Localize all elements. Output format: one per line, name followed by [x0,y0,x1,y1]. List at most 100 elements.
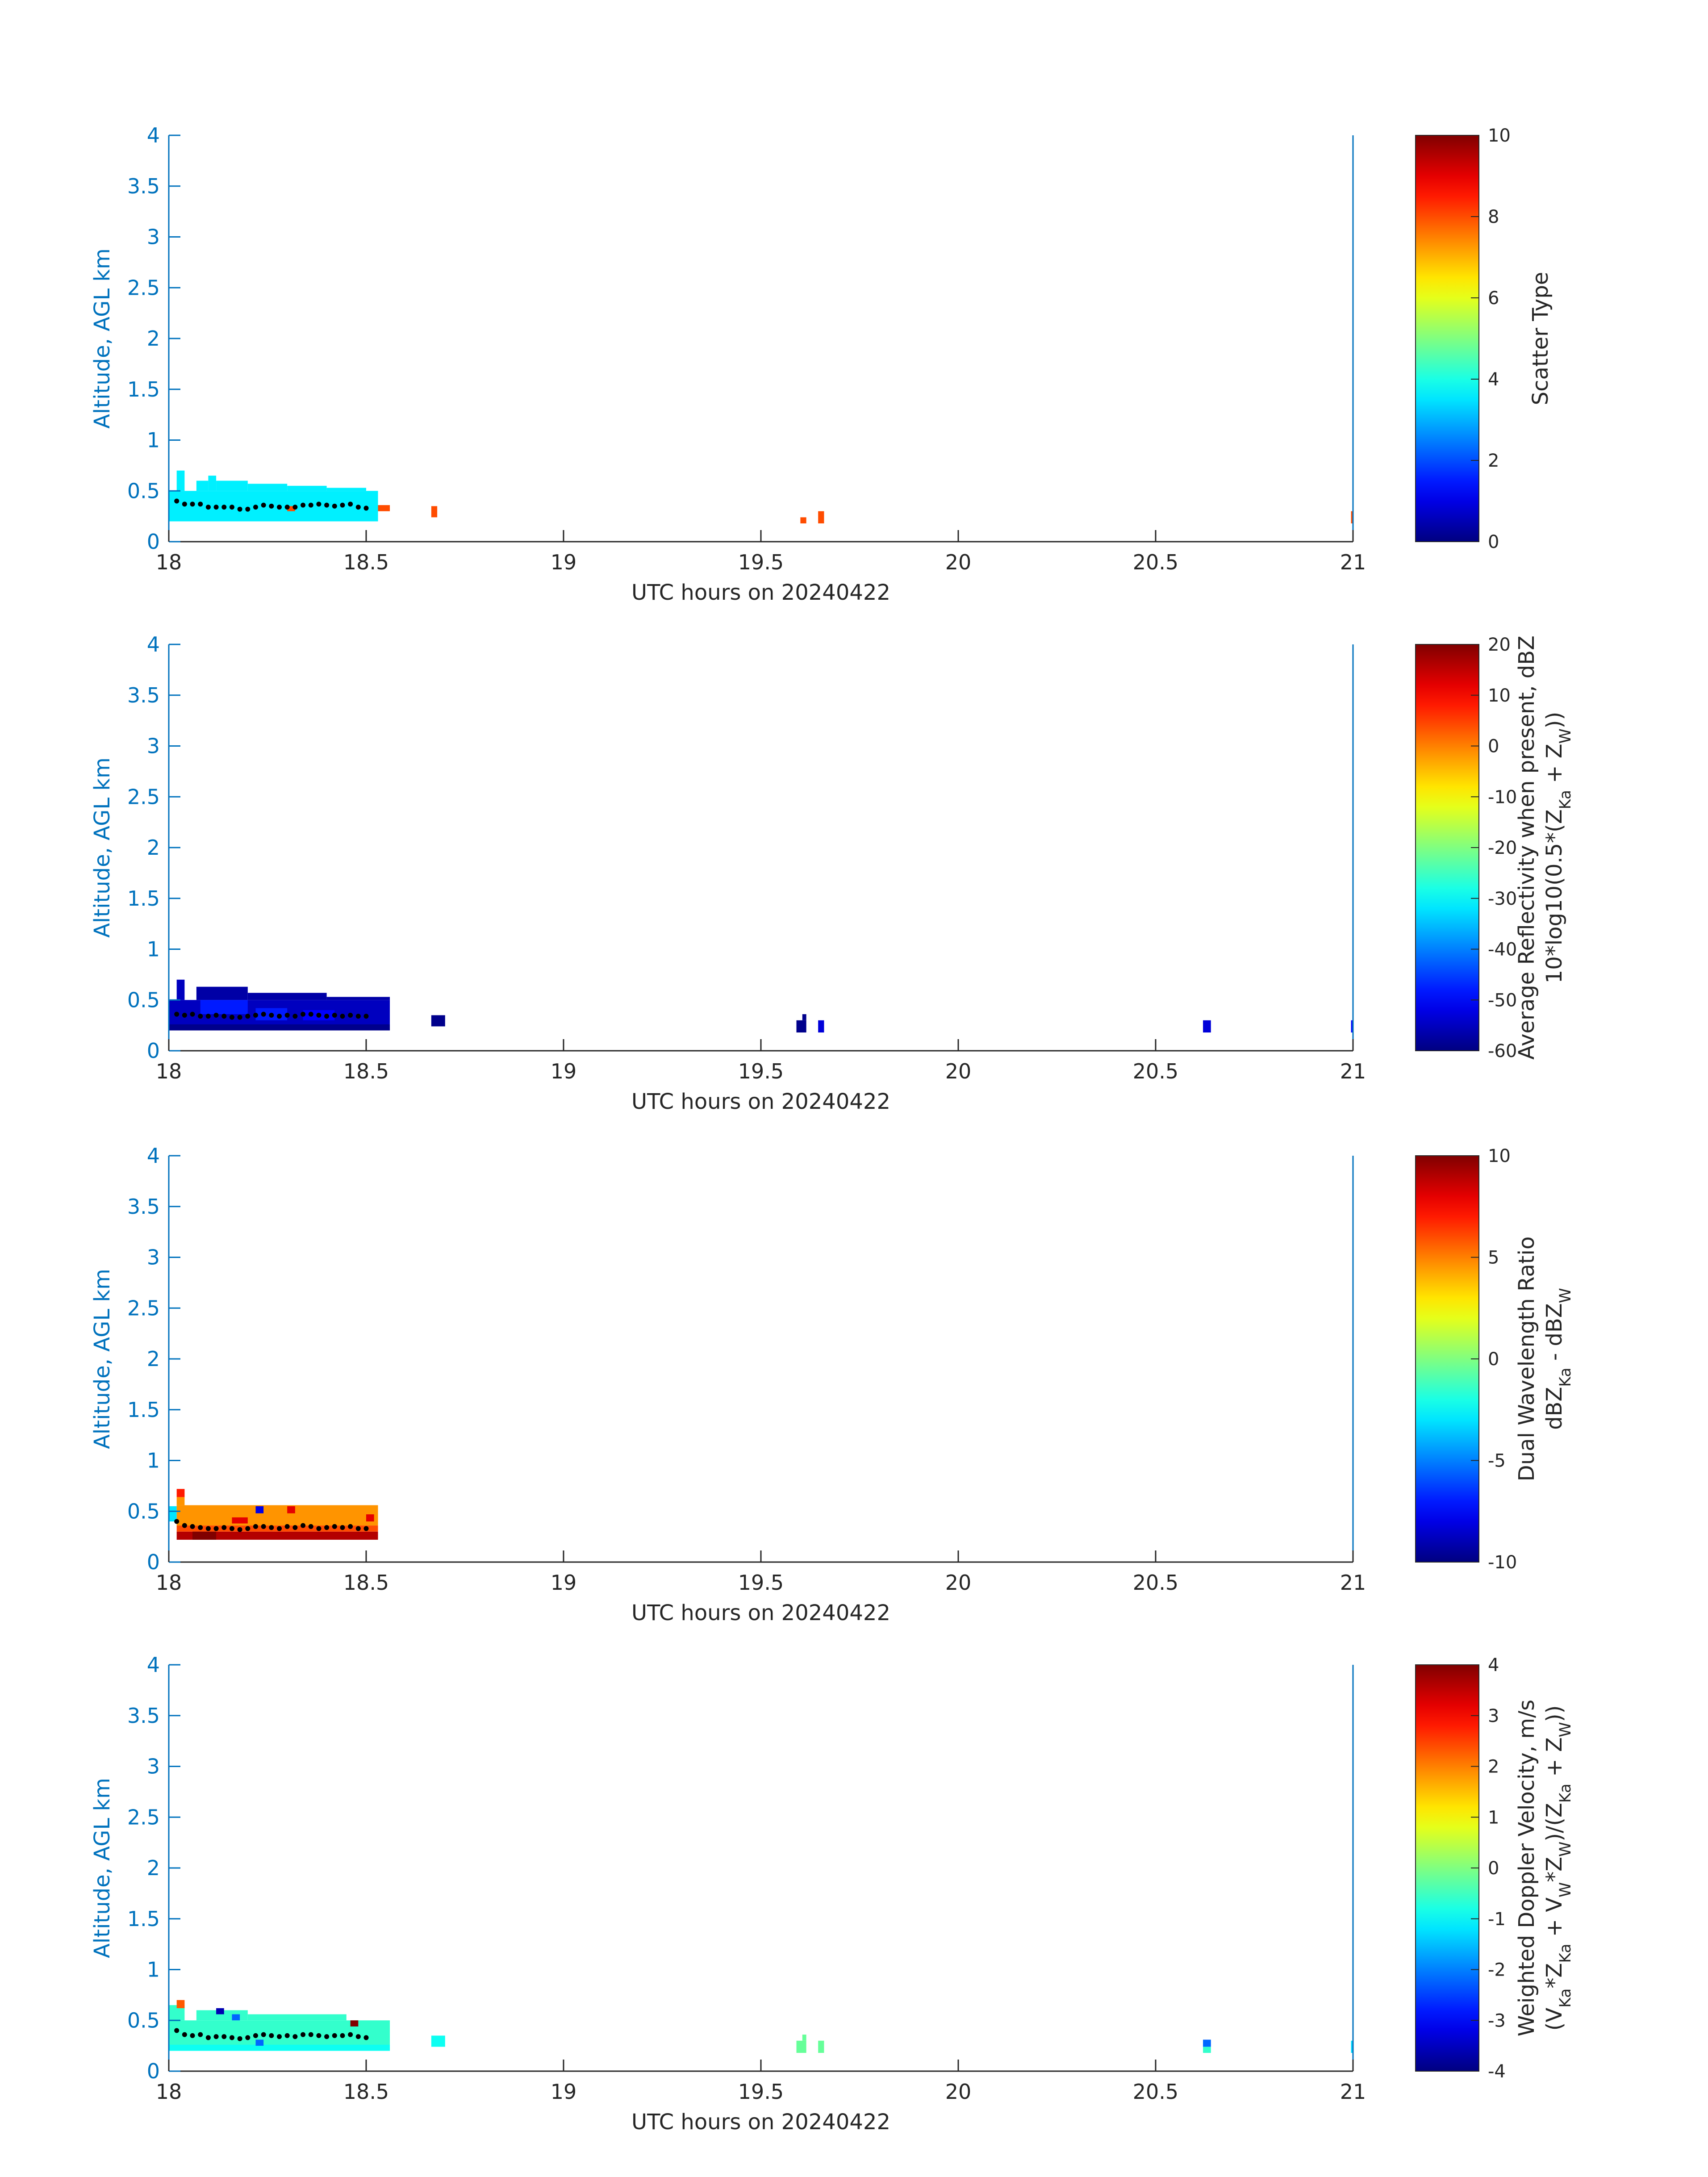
heatmap-cell [366,1514,374,1521]
fit-point [237,2036,242,2041]
heatmap-cell [796,2040,806,2053]
fit-point [245,1526,251,1531]
heatmap-cell [216,481,248,491]
heatmap-cell [196,481,209,491]
heatmap-cell [176,2000,185,2008]
fit-points [174,498,369,512]
colorbar-tick-label: -30 [1488,889,1517,909]
colorbar-label-subscript: Ka [1557,1943,1574,1963]
heatmap-cell [176,1497,185,1505]
colorbar-label: Dual Wavelength Ratio dBZKa - dBZW [1514,1237,1574,1482]
colorbar-tick-label: 8 [1488,207,1499,227]
y-tick-label: 2 [147,1347,160,1371]
colorbar-gradient [1415,1155,1479,1563]
heatmap-cell [1351,1020,1353,1033]
x-tick-label: 21 [1340,1571,1366,1595]
x-tick-label: 21 [1340,2080,1366,2104]
fit-point [221,2034,227,2039]
fit-point [182,501,187,507]
y-tick-label: 2.5 [127,276,160,300]
fit-point [332,2033,337,2038]
y-tick-label: 1.5 [127,1907,160,1931]
fit-point [324,1014,330,1019]
heatmap-cell [232,1517,248,1524]
fit-point [229,2035,234,2040]
y-tick-label: 4 [147,123,160,147]
colorbar-tick-label: 1 [1488,1807,1499,1828]
fit-point [355,505,361,510]
x-tick-label: 20 [945,550,972,574]
heatmap-cell [208,476,217,491]
heatmap-cell [216,2008,224,2014]
fit-point [190,1011,195,1017]
fit-point [261,2032,266,2037]
fit-point [229,1526,234,1531]
x-tick-label: 21 [1340,550,1366,574]
heatmap-cells [169,2000,1353,2053]
heatmap-cell [431,506,438,518]
x-tick-label: 18 [156,1571,182,1595]
colorbar-tick-label: 10 [1488,125,1511,146]
fit-point [253,505,258,510]
fit-point [355,1014,361,1019]
x-tick-label: 18 [156,550,182,574]
fit-point [308,2032,313,2037]
y-tick-label: 3.5 [127,1704,160,1728]
fit-point [363,1014,369,1019]
y-tick-label: 0 [147,1039,160,1063]
panel-3: 0 0.5 1 1.5 2 2.5 3 3.5 4 18 18.5 19 19.5 20 20.5 21 UTC… [90,1144,1574,1625]
y-tick-label: 3 [147,225,160,249]
colorbar-gradient [1415,1664,1479,2072]
y-tick-label: 1 [147,428,160,452]
fit-point [174,2028,180,2033]
fit-point [269,503,274,509]
fit-point [340,2033,345,2038]
colorbar-tick-label: 10 [1488,1146,1511,1166]
x-tick-label: 19.5 [738,2080,784,2104]
colorbar-label-part: *Z [1542,1857,1567,1882]
fit-point [261,502,266,508]
x-tick-label: 19 [551,2080,577,2104]
x-tick-label: 21 [1340,1059,1366,1083]
y-tick-label: 1 [147,937,160,961]
fit-point [324,502,330,508]
colorbar-tick-label: -10 [1488,1552,1517,1573]
colorbar-tick-label: -2 [1488,1960,1506,1981]
y-axis-label: Altitude, AGL km [90,757,115,938]
fit-point [363,1526,369,1531]
y-tick-label: 1.5 [127,1398,160,1422]
fit-point [205,1526,211,1531]
fit-point [253,1012,258,1018]
colorbar-label: Weighted Doppler Velocity, m/s (VKa*ZKa +… [1514,1700,1574,2036]
colorbar-tick-label: 20 [1488,635,1511,655]
colorbar-label-group: Weighted Doppler Velocity, m/s (VKa*ZKa +… [1514,1700,1574,2036]
y-axis-label: Altitude, AGL km [90,1269,115,1449]
colorbar-tick-label: 0 [1488,1349,1499,1370]
heatmap-cell [169,1506,177,1521]
x-tick-label: 19.5 [738,1571,784,1595]
colorbar-tick-label: -10 [1488,787,1517,807]
colorbar-label-part: Average Reflectivity when present, dBZ [1514,635,1539,1060]
heatmap-cell [431,1015,445,1027]
y-tick-label: 0 [147,2059,160,2083]
x-axis-label: UTC hours on 20240422 [631,1600,890,1625]
x-tick-label: 20.5 [1133,2080,1178,2104]
fit-point [174,1519,180,1524]
y-tick-label: 1.5 [127,886,160,911]
x-tick-label: 18.5 [343,550,389,574]
fit-point [363,2035,369,2040]
fit-point [292,505,298,510]
y-tick-label: 2 [147,836,160,860]
fit-point [332,1524,337,1529]
fit-point [221,1014,227,1019]
fit-point [182,1523,187,1528]
y-tick-label: 2 [147,1856,160,1880]
y-tick-label: 2 [147,326,160,351]
fit-point [245,1014,251,1019]
colorbar-label-subscript: W [1557,728,1574,744]
colorbar-label-part: )) [1542,1705,1567,1722]
fit-point [316,2033,322,2038]
fit-point [284,505,290,510]
heatmap-cell [247,2014,347,2021]
y-tick-label: 2.5 [127,1296,160,1320]
